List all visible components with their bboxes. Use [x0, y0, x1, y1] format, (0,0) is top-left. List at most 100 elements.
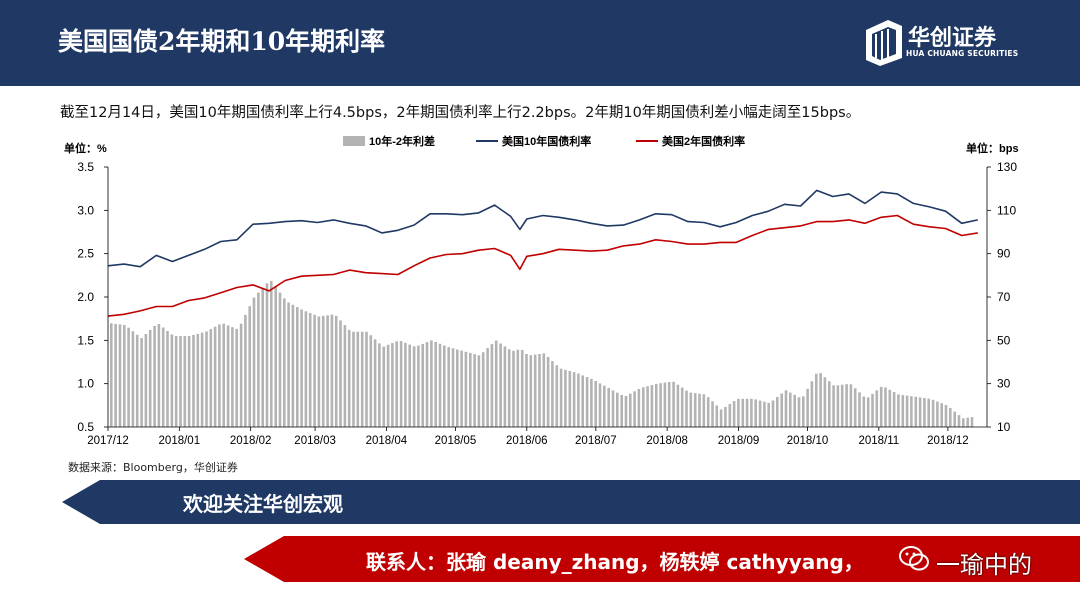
spread-bar [257, 292, 260, 427]
left-tick-label: 3.0 [77, 203, 94, 217]
spread-bar [659, 383, 662, 427]
right-tick-label: 90 [997, 247, 1011, 261]
spread-bar [715, 405, 719, 427]
treasury-yield-chart: 0.5 1.0 1.5 2.0 2.5 3.0 3.5 10 30 50 70 90 110 130 201… [64, 134, 1019, 447]
spread-bar [542, 353, 546, 427]
spread-bar [680, 387, 684, 427]
spread-bar [663, 382, 667, 427]
spread-bar [494, 340, 498, 427]
spread-bar [360, 331, 364, 427]
spread-bar [732, 401, 736, 427]
spread-bar [875, 390, 879, 427]
spread-bar [559, 368, 563, 427]
spread-bar [633, 391, 636, 427]
spread-bar [417, 345, 420, 427]
spread-bar [326, 315, 329, 427]
spread-bar [317, 316, 321, 427]
left-tick-label: 1.5 [77, 333, 94, 347]
spread-bar [200, 332, 204, 427]
spread-bar [927, 398, 930, 427]
spread-bar [274, 286, 277, 427]
spread-bar [624, 396, 628, 427]
spread-bar [174, 336, 178, 427]
spread-bar [840, 384, 844, 427]
spread-bar [313, 314, 316, 427]
contact-banner-text: 联系人：张瑜 deany_zhang，杨轶婷 cathyyang， [366, 550, 864, 574]
spread-bar [114, 323, 117, 427]
spread-bar [144, 334, 148, 427]
spread-bar [334, 315, 338, 427]
spread-bar [321, 315, 325, 427]
spread-bar [871, 393, 874, 427]
spread-bar [888, 389, 892, 427]
spread-bar [170, 334, 174, 427]
spread-bar [161, 327, 165, 427]
spread-bar [685, 390, 688, 427]
spread-bar [706, 397, 710, 427]
spread-bar [832, 385, 835, 427]
spread-bar [291, 304, 295, 427]
spread-bar [308, 313, 312, 427]
spread-bar [477, 355, 481, 427]
right-tick-label: 130 [997, 160, 1017, 174]
spread-bar [689, 392, 693, 427]
spread-bar [598, 383, 602, 427]
spread-bar [395, 341, 398, 427]
spread-bar [590, 378, 593, 427]
spread-bar [646, 386, 649, 427]
x-tick-label: 2018/01 [159, 435, 201, 447]
spread-bar [512, 350, 515, 427]
spread-bar [698, 393, 701, 427]
spread-bar [884, 387, 887, 427]
huachuang-logo-icon [866, 20, 902, 66]
spread-bar [235, 328, 238, 427]
spread-bar [637, 389, 641, 427]
spread-bar [914, 396, 918, 427]
spread-bar [620, 395, 623, 427]
legend-2y-label: 美国2年国债利率 [662, 134, 745, 148]
spread-bar [179, 336, 182, 427]
spread-bar [499, 343, 502, 427]
series-2y-line [107, 214, 978, 317]
watermark-text: 一瑜中的 [936, 551, 1032, 579]
spread-bar [771, 400, 775, 427]
right-tick-label: 110 [997, 203, 1016, 217]
spread-bar [962, 418, 965, 427]
spread-bar [529, 355, 533, 427]
spread-bar [953, 411, 956, 427]
spread-bar [430, 340, 433, 427]
spread-bar [123, 325, 126, 427]
spread-bar [391, 343, 394, 427]
spread-bar [897, 394, 900, 427]
spread-bar [135, 334, 139, 427]
spread-bar [520, 349, 524, 427]
spread-bar [564, 369, 567, 427]
left-unit-label: 单位：% [64, 141, 107, 155]
spread-bar [507, 349, 511, 427]
spread-bar [265, 283, 269, 427]
x-tick-label: 2018/09 [718, 435, 760, 447]
x-tick-label: 2018/06 [506, 435, 548, 447]
right-tick-label: 50 [997, 333, 1011, 347]
x-tick-label: 2018/11 [858, 435, 899, 447]
spread-bar [629, 393, 632, 427]
spread-bar [845, 384, 848, 427]
spread-bar [252, 297, 256, 427]
spread-bar [823, 377, 827, 427]
spread-bar [745, 398, 749, 427]
spread-bar [330, 314, 334, 427]
spread-bar [365, 331, 368, 427]
spread-bar [456, 349, 459, 427]
spread-bar [815, 373, 818, 427]
x-tick-label: 2018/05 [435, 435, 477, 447]
spread-bar [343, 325, 347, 427]
spread-bar [153, 325, 156, 427]
spread-bar [231, 327, 234, 427]
spread-bar [538, 354, 541, 427]
spread-bar [585, 377, 589, 427]
wechat-icon [899, 546, 929, 571]
spread-bar [676, 384, 680, 427]
spread-bar [131, 331, 135, 427]
spread-bar [287, 302, 290, 427]
spread-bar [300, 309, 303, 427]
